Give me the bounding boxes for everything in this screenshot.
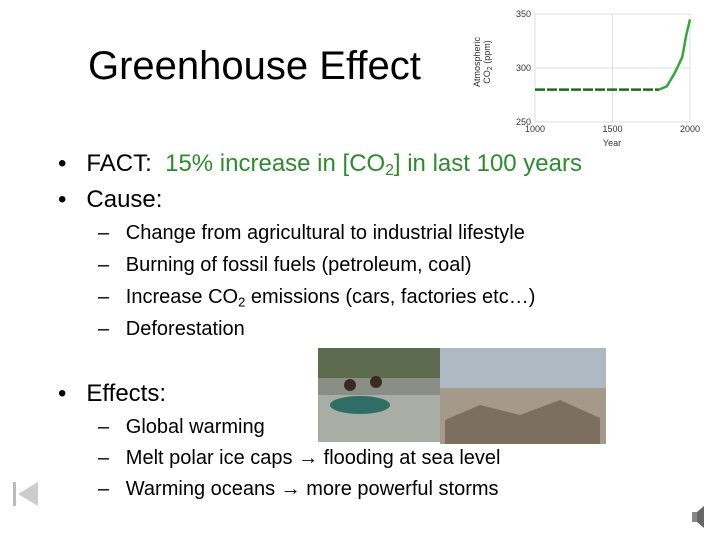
fact-text: 15% increase in [CO2] in last 100 years (165, 150, 582, 179)
sub-bullet: – Deforestation (98, 318, 245, 340)
text: ] in last 100 years (393, 150, 582, 177)
data-line (658, 19, 692, 91)
sub-bullet: – Global warming (98, 416, 265, 438)
slide-title: Greenhouse Effect (88, 44, 421, 88)
label: FACT: (86, 150, 152, 177)
text: Change from agricultural to industrial l… (125, 222, 525, 244)
y-tick-label: 300 (516, 63, 531, 73)
label: Cause: (86, 186, 163, 213)
sub-bullet: – Increase CO2 emissions (cars, factorie… (98, 286, 536, 310)
y-axis-label: (ppm) (482, 40, 492, 66)
text: flooding at sea level (323, 447, 501, 469)
y-axis-label: CO (482, 70, 492, 84)
sub-bullet: – Warming oceans → more powerful storms (98, 478, 499, 500)
text: more powerful storms (306, 478, 499, 500)
subscript: 2 (238, 294, 246, 310)
label: Effects: (86, 380, 166, 407)
y-tick-label: 350 (516, 9, 531, 19)
x-axis-label: Year (603, 138, 621, 148)
debris-photo (440, 348, 606, 444)
flood-photo (318, 348, 440, 442)
text: Global warming (125, 416, 265, 438)
y-axis-label: 2 (487, 66, 494, 70)
text: Melt polar ice caps (125, 447, 293, 469)
x-tick-label: 1000 (525, 124, 545, 134)
y-axis-label: CO2 (ppm) (482, 40, 494, 83)
sub-bullet: – Change from agricultural to industrial… (98, 222, 525, 244)
y-axis-label: Atmospheric (472, 36, 482, 87)
sub-bullet: – Melt polar ice caps → flooding at sea … (98, 447, 501, 469)
text: Burning of fossil fuels (petroleum, coal… (125, 254, 472, 276)
x-tick-label: 1500 (602, 124, 622, 134)
bullet: • Cause: (58, 186, 163, 213)
sound-icon[interactable] (692, 506, 704, 528)
x-tick-label: 2000 (680, 124, 700, 134)
sub-bullet: – Burning of fossil fuels (petroleum, co… (98, 254, 472, 276)
y-tick-label: 250 (516, 117, 531, 127)
text: Warming oceans (125, 478, 276, 500)
bullet: • Effects: (58, 380, 166, 407)
text: 15% increase in [CO (165, 150, 386, 177)
text: Increase CO (125, 286, 239, 308)
nav-icon[interactable] (13, 482, 38, 506)
text: emissions (cars, factories etc…) (245, 286, 536, 308)
text: Deforestation (125, 318, 245, 340)
subscript: 2 (385, 161, 394, 179)
bullet: • FACT: 15% increase in [CO2] in last 10… (58, 150, 582, 179)
